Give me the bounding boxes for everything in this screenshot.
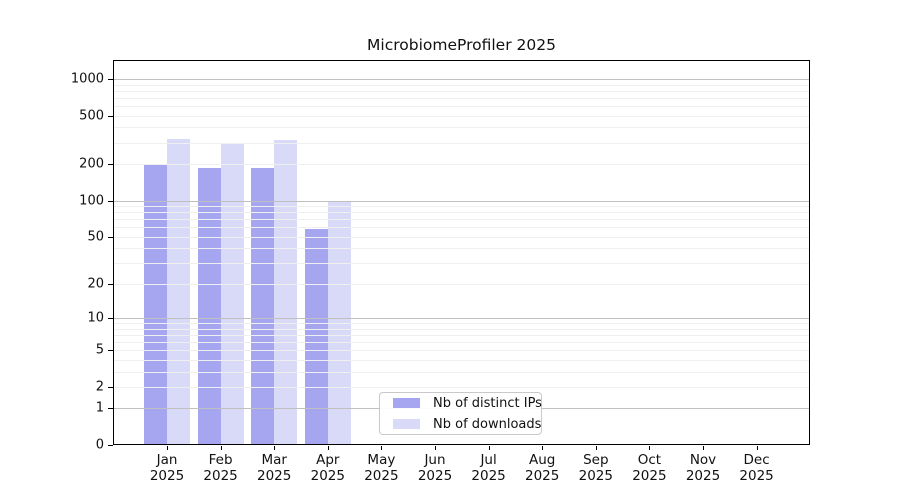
x-tick-dec (756, 446, 758, 450)
x-tick-label-feb: Feb 2025 (203, 452, 238, 485)
y-tick-50 (108, 236, 113, 238)
gridline-60 (114, 227, 809, 229)
y-tick-500 (108, 115, 113, 117)
gridline-20 (114, 283, 809, 285)
x-tick-label-aug: Aug 2025 (525, 452, 560, 485)
y-tick-label-1: 1 (95, 400, 104, 416)
y-tick-label-10: 10 (87, 310, 104, 326)
bar-downloads-mar (274, 139, 298, 445)
bar-downloads-jan (167, 138, 190, 445)
y-tick-label-200: 200 (79, 156, 104, 172)
y-tick-label-5: 5 (95, 342, 104, 358)
gridline-30 (114, 263, 809, 265)
x-tick-label-jun: Jun 2025 (417, 452, 453, 485)
y-tick-0 (108, 445, 113, 446)
bar-distinct-ips-apr (304, 229, 328, 445)
gridline-400 (114, 127, 809, 129)
gridline-6 (114, 341, 809, 343)
bar-distinct-ips-jan (144, 165, 167, 445)
y-tick-5 (108, 350, 113, 352)
gridline-3 (114, 371, 809, 373)
x-tick-label-may: May 2025 (364, 452, 399, 485)
legend-swatch-downloads (393, 419, 420, 429)
y-tick-20 (108, 283, 113, 285)
gridline-300 (114, 142, 809, 144)
legend-item-downloads: Nb of downloads (387, 417, 541, 432)
gridline-1000 (114, 78, 809, 80)
y-tick-label-2: 2 (95, 379, 104, 395)
gridline-4 (114, 359, 809, 361)
x-tick-label-oct: Oct 2025 (632, 452, 667, 485)
y-tick-1000 (108, 78, 113, 80)
x-tick-jan (167, 446, 168, 450)
x-tick-feb (220, 446, 222, 450)
gridline-90 (114, 206, 809, 207)
x-tick-label-jul: Jul 2025 (471, 452, 506, 485)
x-tick-oct (649, 446, 651, 450)
x-tick-aug (542, 446, 544, 450)
legend-label-downloads: Nb of downloads (433, 416, 542, 432)
chart-title: MicrobiomeProfiler 2025 (367, 36, 556, 54)
gridline-100 (114, 200, 809, 202)
gridline-9 (114, 323, 809, 324)
x-tick-may (381, 446, 383, 450)
x-tick-jun (435, 446, 436, 450)
x-tick-mar (274, 446, 276, 450)
x-tick-label-jan: Jan 2025 (149, 452, 185, 485)
bar-distinct-ips-mar (251, 168, 275, 445)
legend: Nb of distinct IPs Nb of downloads (379, 392, 542, 435)
gridline-10 (114, 318, 809, 319)
x-tick-label-sep: Sep 2025 (578, 452, 613, 485)
gridline-80 (114, 212, 809, 214)
gridline-50 (114, 236, 809, 238)
x-tick-label-dec: Dec 2025 (739, 452, 774, 485)
gridline-5 (114, 350, 809, 352)
y-tick-label-0: 0 (95, 437, 104, 453)
x-tick-sep (595, 446, 597, 450)
y-tick-label-20: 20 (87, 276, 104, 292)
y-tick-100 (108, 200, 113, 202)
gridline-200 (114, 164, 809, 165)
y-tick-label-50: 50 (87, 229, 104, 245)
x-tick-apr (327, 446, 329, 450)
gridline-500 (114, 115, 809, 117)
x-tick-jul (488, 446, 490, 450)
gridline-800 (114, 90, 809, 92)
legend-swatch-distinct-ips (393, 398, 420, 408)
gridline-7 (114, 334, 809, 336)
x-tick-label-mar: Mar 2025 (257, 452, 292, 485)
y-tick-10 (108, 318, 113, 319)
y-tick-label-100: 100 (79, 193, 104, 208)
x-tick-label-nov: Nov 2025 (685, 452, 721, 485)
legend-label-distinct-ips: Nb of distinct IPs (433, 395, 542, 411)
gridline-2 (114, 386, 809, 388)
bar-downloads-feb (220, 144, 244, 445)
y-tick-2 (108, 386, 113, 388)
x-tick-label-apr: Apr 2025 (310, 452, 345, 485)
x-tick-nov (703, 446, 704, 450)
gridline-600 (114, 106, 809, 107)
legend-item-distinct-ips: Nb of distinct IPs (387, 396, 542, 411)
gridline-70 (114, 219, 809, 221)
y-tick-200 (108, 164, 113, 165)
gridline-40 (114, 248, 809, 250)
y-tick-label-500: 500 (79, 108, 104, 124)
y-tick-label-1000: 1000 (70, 71, 104, 87)
y-tick-1 (108, 408, 113, 410)
gridline-8 (114, 328, 809, 330)
gridline-700 (114, 97, 809, 99)
gridline-900 (114, 84, 809, 86)
bar-distinct-ips-feb (197, 168, 221, 445)
